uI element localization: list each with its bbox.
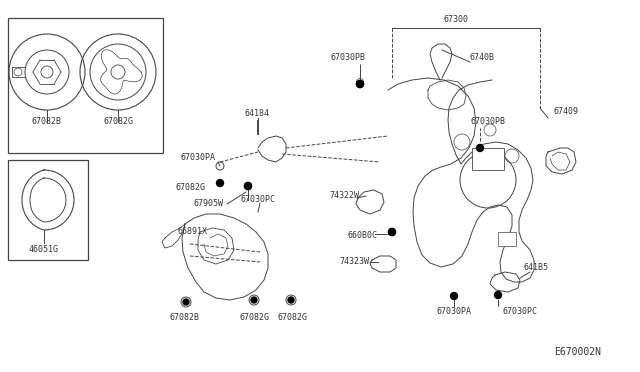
Text: E670002N: E670002N <box>554 347 602 357</box>
Bar <box>8 160 88 260</box>
Circle shape <box>288 297 294 303</box>
Text: 67030PB: 67030PB <box>470 118 506 126</box>
Text: 67030PA: 67030PA <box>180 154 216 163</box>
Text: 67082G: 67082G <box>103 118 133 126</box>
Bar <box>8 18 163 153</box>
Circle shape <box>495 292 502 298</box>
Text: 67030PC: 67030PC <box>241 196 275 205</box>
Circle shape <box>451 292 458 299</box>
Circle shape <box>183 299 189 305</box>
Text: 66891X: 66891X <box>177 228 207 237</box>
Circle shape <box>388 228 396 235</box>
Text: 67082G: 67082G <box>175 183 205 192</box>
Text: 67082G: 67082G <box>239 314 269 323</box>
Circle shape <box>356 80 364 87</box>
Text: 67082G: 67082G <box>277 314 307 323</box>
Bar <box>498 232 516 246</box>
Text: 74323W: 74323W <box>339 257 369 266</box>
Circle shape <box>244 183 252 189</box>
Text: 46051G: 46051G <box>29 246 59 254</box>
Text: 67082B: 67082B <box>170 314 200 323</box>
Circle shape <box>388 228 396 235</box>
Text: 67082B: 67082B <box>32 118 62 126</box>
Text: 660B0C: 660B0C <box>347 231 377 241</box>
Text: 67905W: 67905W <box>193 199 223 208</box>
Text: 64184: 64184 <box>244 109 269 118</box>
Text: 67409: 67409 <box>554 108 579 116</box>
Text: 67030PB: 67030PB <box>330 54 365 62</box>
Circle shape <box>356 80 364 87</box>
Bar <box>472 148 504 170</box>
Circle shape <box>216 180 223 186</box>
Text: 641B5: 641B5 <box>524 263 548 273</box>
Text: 67030PC: 67030PC <box>502 308 538 317</box>
Circle shape <box>244 183 252 189</box>
Circle shape <box>251 297 257 303</box>
Text: 67030PA: 67030PA <box>436 308 472 317</box>
Text: 74322W: 74322W <box>329 190 359 199</box>
Text: 6740B: 6740B <box>470 54 495 62</box>
Text: 67300: 67300 <box>444 16 468 25</box>
Circle shape <box>477 144 483 151</box>
